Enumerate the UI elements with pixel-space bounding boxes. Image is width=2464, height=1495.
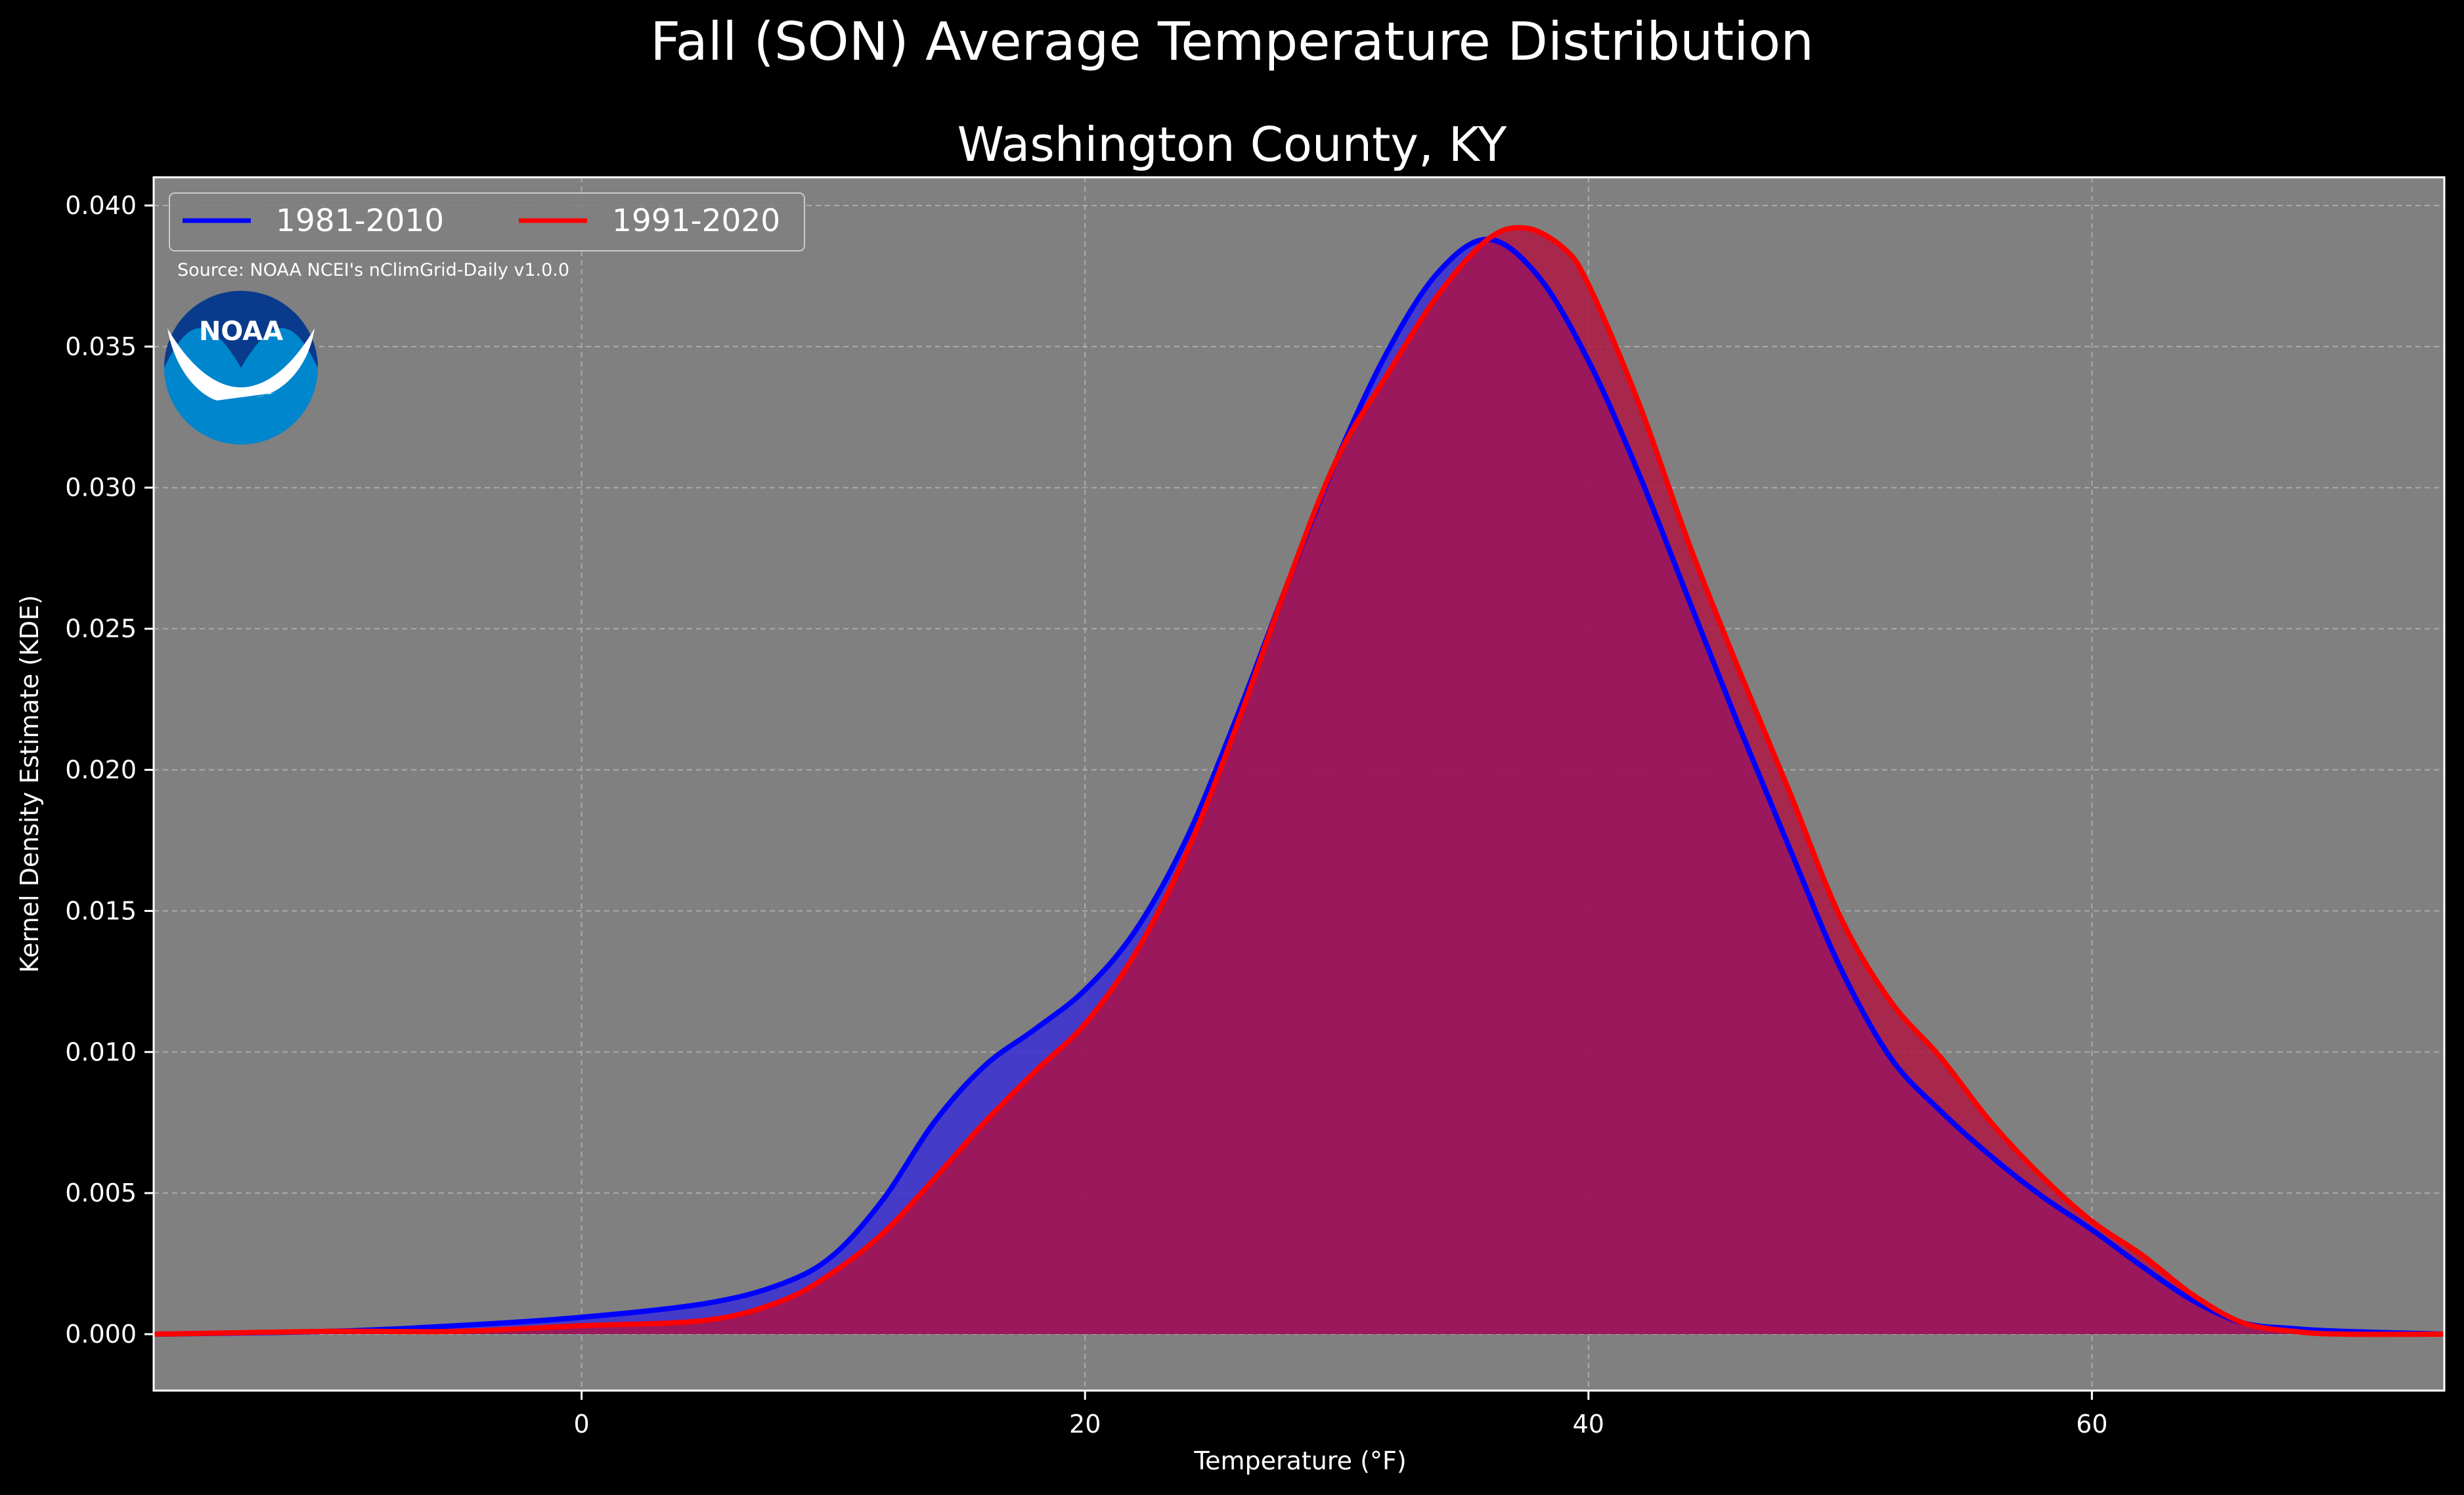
y-tick-label: 0.015 [65,896,137,925]
x-tick-label: 60 [2076,1410,2107,1439]
area-1991-2020 [154,227,2444,1335]
y-tick-label: 0.040 [65,191,137,220]
chart-title: Washington County, KY [957,117,1507,172]
y-tick-label: 0.020 [65,756,137,785]
legend-label-1991-2020: 1991-2020 [612,203,780,239]
legend-box [169,192,805,251]
source-note: Source: NOAA NCEI's nClimGrid-Daily v1.0… [177,260,569,280]
legend: 1981-2010 1991-2020 [169,192,805,251]
x-tick-label: 0 [574,1410,590,1439]
y-tick-label: 0.010 [65,1037,137,1066]
y-tick-label: 0.000 [65,1320,137,1349]
noaa-logo-text: NOAA [199,316,283,347]
y-tick-label: 0.030 [65,473,137,502]
noaa-logo-top [164,291,318,368]
x-axis-label: Temperature (°F) [1193,1446,1406,1475]
noaa-logo-bird-icon [167,328,315,401]
noaa-logo: NOAA [164,291,318,444]
density-lines [153,225,2445,1337]
line-1981-2010 [153,236,2445,1337]
figure-suptitle: Fall (SON) Average Temperature Distribut… [650,11,1814,72]
x-axis-ticks: 0 20 40 60 [574,1391,2108,1439]
x-tick-label: 20 [1069,1410,1101,1439]
x-tick-label: 40 [1573,1410,1604,1439]
y-tick-label: 0.005 [65,1179,137,1207]
line-1991-2020 [153,225,2445,1337]
legend-label-1981-2010: 1981-2010 [276,203,444,239]
plot-frame [152,176,2446,1392]
y-axis-label: Kernel Density Estimate (KDE) [15,595,44,973]
y-tick-label: 0.025 [65,615,137,643]
y-axis-ticks: 0.000 0.005 0.010 0.015 0.020 0.025 0.030 0.035… [65,191,154,1349]
density-areas [154,227,2444,1335]
y-tick-label: 0.035 [65,332,137,361]
